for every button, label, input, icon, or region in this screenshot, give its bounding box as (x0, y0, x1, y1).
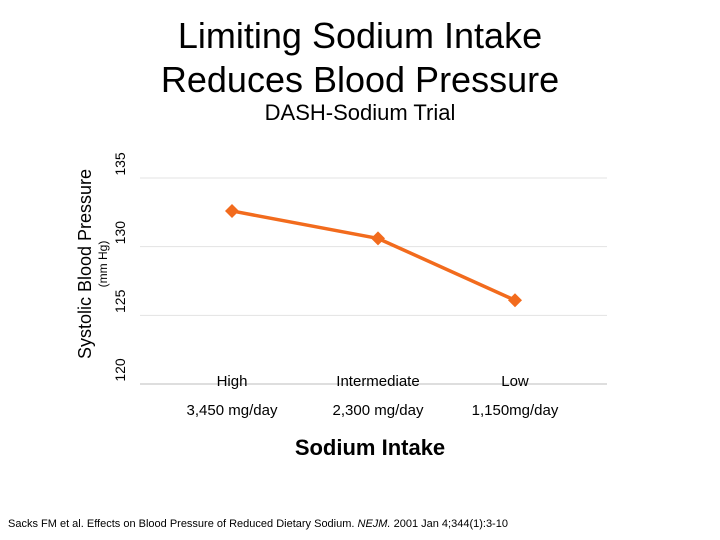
data-point-marker (225, 203, 239, 218)
x-category-sublabel: 3,450 mg/day (187, 402, 278, 419)
citation: Sacks FM et al. Effects on Blood Pressur… (8, 518, 508, 530)
y-tick-label: 120 (112, 358, 128, 382)
x-category-label: Low (501, 373, 529, 390)
x-category-sublabel: 2,300 mg/day (333, 402, 424, 419)
citation-suffix: 2001 Jan 4;344(1):3-10 (393, 518, 508, 530)
y-tick-label: 125 (112, 289, 128, 313)
slide-title-line-2: Reduces Blood Pressure (160, 59, 560, 100)
citation-journal: NEJM. (357, 518, 391, 530)
y-axis-label: Systolic Blood Pressure (75, 169, 95, 359)
y-tick-label: 135 (112, 152, 128, 176)
chart-subtitle: DASH-Sodium Trial (264, 100, 456, 125)
x-category-label: High (217, 373, 248, 390)
y-tick-labels: 120 125 130 135 (112, 152, 128, 382)
y-tick-label: 130 (112, 221, 128, 245)
slide-title-line-1: Limiting Sodium Intake (177, 15, 543, 56)
data-point-marker (508, 293, 522, 308)
data-point-marker (371, 231, 385, 246)
x-category-labels: High 3,450 mg/day Intermediate 2,300 mg/day… (187, 373, 559, 419)
series-line (231, 209, 516, 302)
gridlines (140, 177, 607, 385)
x-axis-label: Sodium Intake (295, 435, 445, 460)
citation-prefix: Sacks FM et al. Effects on Blood Pressur… (8, 518, 355, 530)
x-category-label: Intermediate (336, 373, 419, 390)
series-layer (225, 203, 522, 308)
y-axis-units: (mm Hg) (96, 241, 110, 288)
x-category-sublabel: 1,150mg/day (472, 402, 559, 419)
